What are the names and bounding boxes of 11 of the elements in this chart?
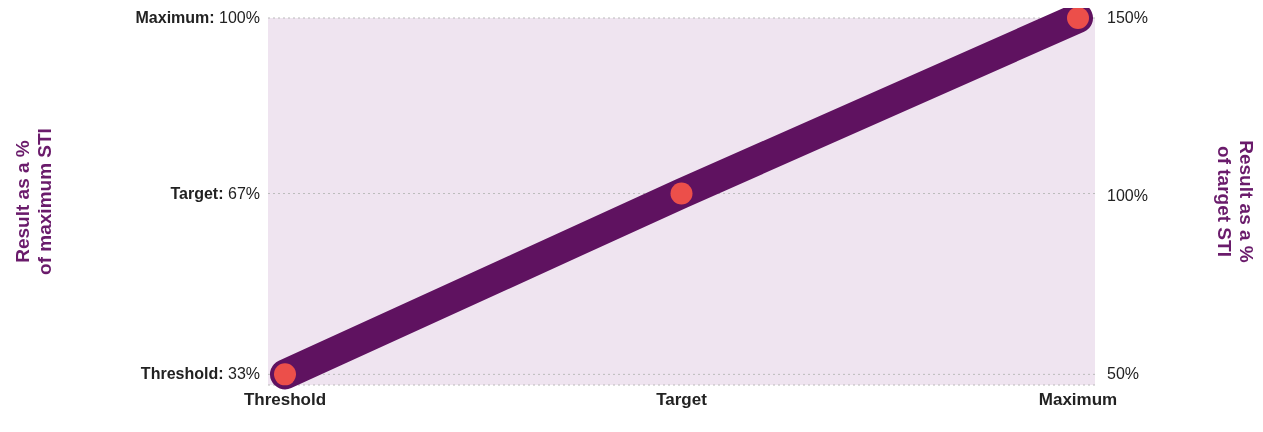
y2-tick-label: 100%: [1107, 187, 1148, 205]
x-tick-label: Maximum: [1038, 390, 1118, 410]
y-axis-title: Result as a % of maximum STI: [12, 128, 55, 275]
y2-tick-label: 150%: [1107, 9, 1148, 26]
y-tick-label: Threshold: 33%: [140, 365, 260, 383]
x-tick-label: Threshold: [243, 390, 327, 410]
y2-axis-title: Result as a % of target STI: [1214, 140, 1257, 263]
y2-tick-label: 50%: [1107, 365, 1140, 383]
x-tick-label: Target: [656, 390, 708, 410]
y-tick-label: Target: 67%: [170, 184, 260, 202]
y-tick-label: Maximum: 100%: [135, 9, 260, 26]
